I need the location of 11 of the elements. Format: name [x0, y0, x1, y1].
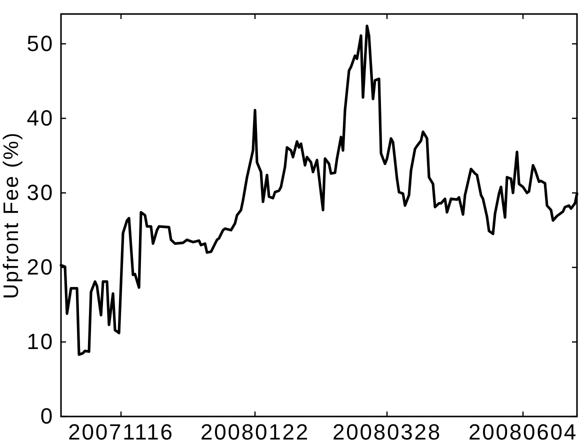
x-tick-label: 20080604 — [468, 420, 578, 442]
y-tick-label: 30 — [26, 180, 54, 205]
x-tick-label: 20080122 — [200, 420, 310, 442]
y-tick-label: 50 — [26, 30, 54, 56]
y-tick-label: 0 — [40, 404, 54, 429]
y-tick-label: 40 — [26, 105, 54, 130]
x-tick-label: 20071116 — [68, 420, 174, 442]
y-tick-label: 20 — [26, 254, 54, 280]
y-axis-title: Upfront Fee (%) — [0, 132, 23, 299]
y-tick-label: 10 — [26, 329, 54, 354]
x-tick-label: 20080328 — [332, 420, 442, 442]
